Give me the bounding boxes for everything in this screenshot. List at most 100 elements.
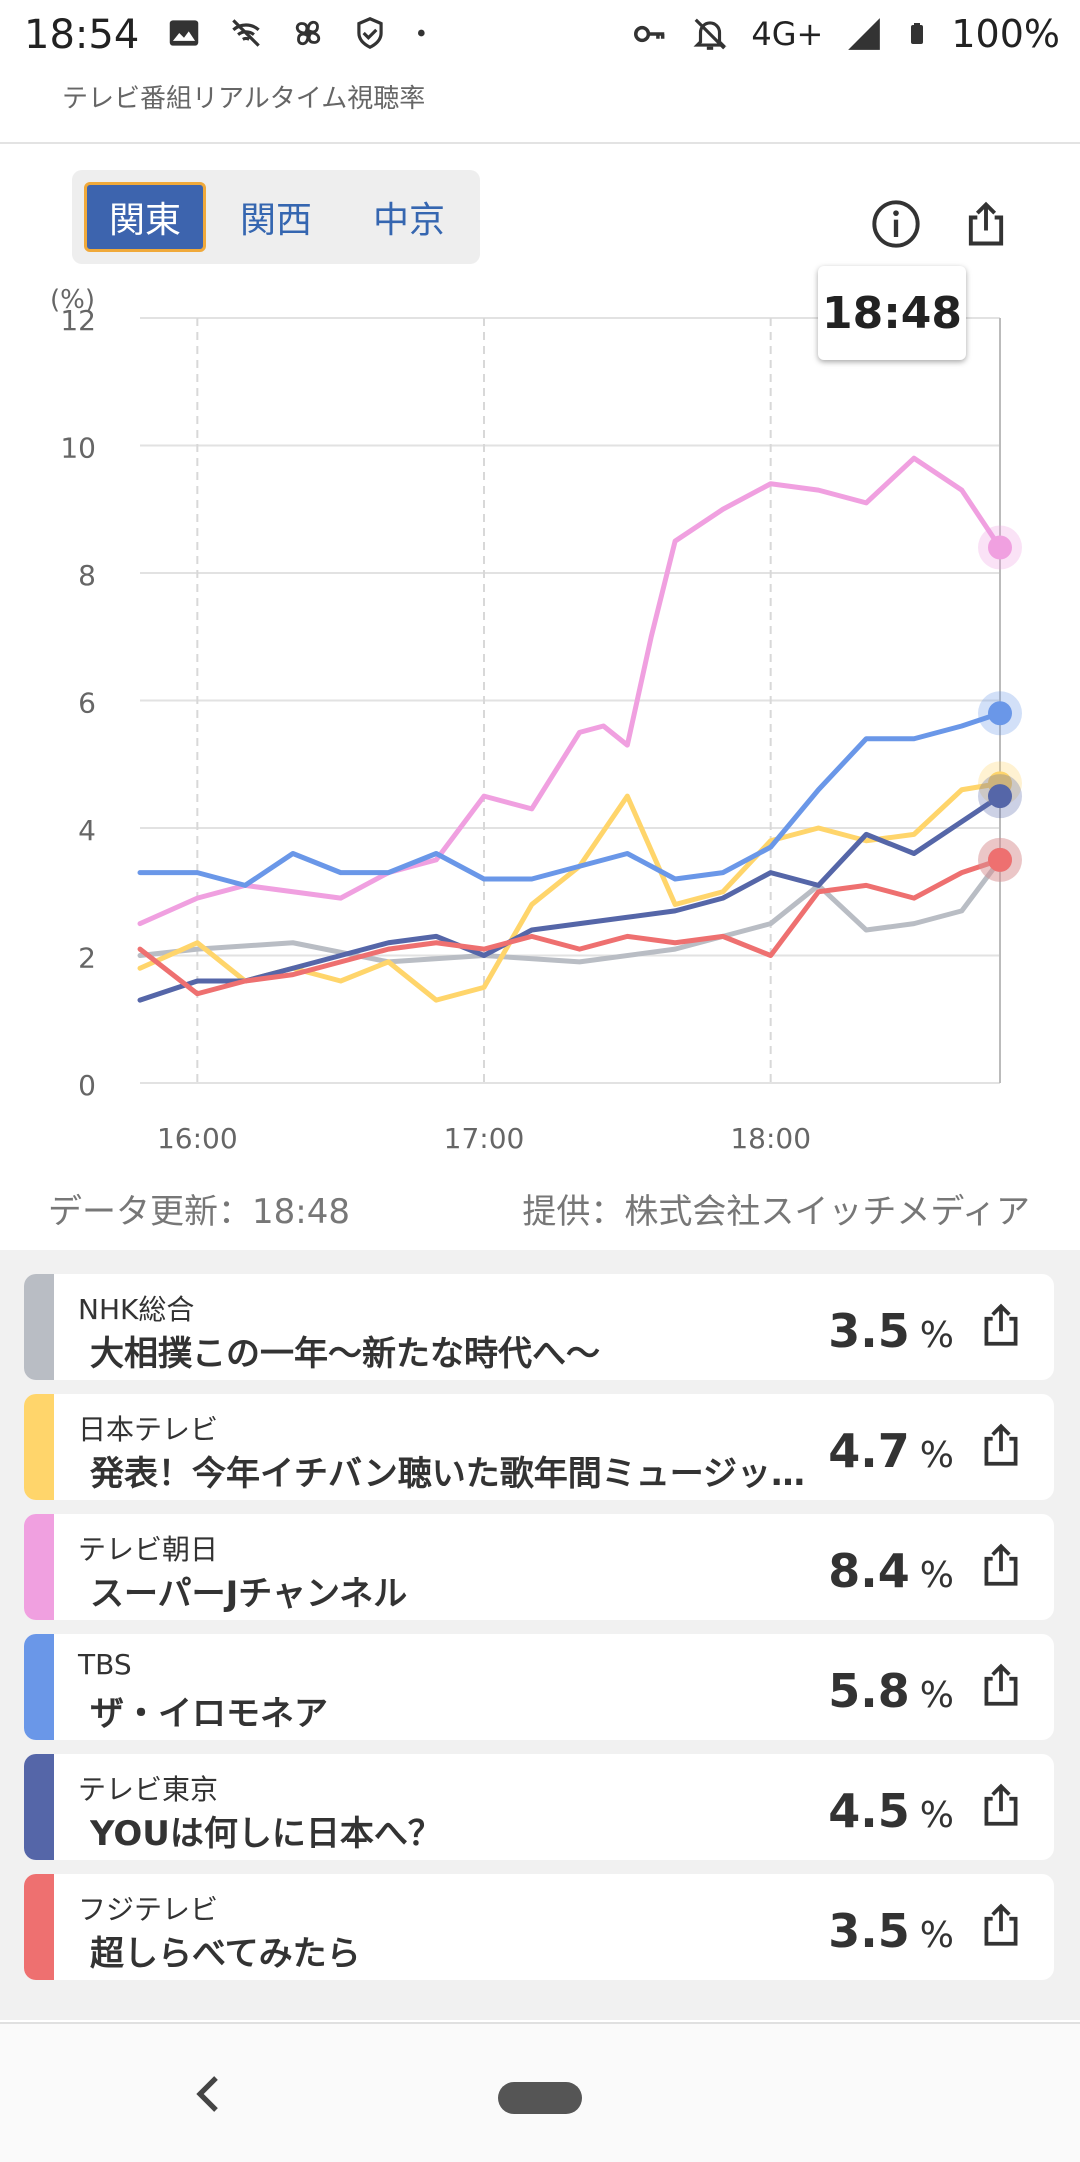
channel-list: NHK総合 大相撲この一年〜新たな時代へ〜 3.5% 日本テレビ 発表！今年イチバン聴い… [0,1250,1080,2020]
wifi-off-icon [232,19,260,47]
rating-chart[interactable]: 0 2 4 6 8 10 12 (%) 16:00 17:00 18:00 [0,270,1080,1170]
back-icon[interactable] [188,2070,228,2118]
share-icon[interactable] [976,1900,1026,1950]
rating-chart-svg: 0 2 4 6 8 10 12(%) 16:00 17:00 18:00 [50,285,1022,1155]
rating-number: 8.4 [828,1544,910,1598]
rating-unit: % [919,1315,954,1356]
series-endpoint [988,535,1012,560]
network-type: 4G+ [751,15,824,53]
rating-unit: % [919,1675,954,1716]
y-tick-label: 2 [78,942,96,975]
series-endpoint [988,701,1012,726]
rating-number: 4.7 [828,1424,910,1478]
program-title: スーパーJチャンネル [90,1574,408,1614]
share-icon[interactable] [976,1420,1026,1470]
status-left-icons [165,14,433,52]
channel-name: テレビ東京 [78,1773,219,1806]
program-title: 大相撲この一年〜新たな時代へ〜 [90,1334,600,1374]
y-tick-label: 4 [78,814,96,847]
series-line [137,857,1003,965]
channel-name: TBS [78,1648,132,1681]
rating-value: 8.4% [828,1544,954,1598]
rating-unit: % [919,1795,954,1836]
channel-color-bar [24,1754,54,1860]
share-icon[interactable] [960,198,1012,250]
program-title: 超しらべてみたら [90,1934,361,1974]
battery-icon [911,23,924,44]
rating-value: 4.7% [828,1424,954,1478]
channel-name: NHK総合 [78,1293,195,1326]
channel-row[interactable]: フジテレビ超しらべてみたら 3.5% [24,1874,1054,1980]
series-line [137,857,1003,997]
rating-value: 3.5% [828,1904,954,1958]
y-axis-label: (%) [50,285,95,315]
channel-color-bar [24,1634,54,1740]
rating-value: 5.8% [828,1664,954,1718]
rating-unit: % [919,1555,954,1596]
series-endpoint [988,784,1012,809]
provider-text: 提供：株式会社スイッチメディア [522,1192,1030,1232]
program-title: YOUは何しに日本へ？ [90,1814,442,1854]
share-icon[interactable] [976,1780,1026,1830]
time-tooltip: 18:48 [818,266,966,360]
region-selector: 関東 関西 中京 [72,170,480,264]
channel-row[interactable]: TBS ザ・イロモネア 5.8% [24,1634,1054,1740]
shield-check-icon [357,17,383,50]
share-icon[interactable] [976,1660,1026,1710]
series-line [137,710,1003,888]
battery-level: 100% [951,12,1060,56]
channel-name: フジテレビ [78,1893,219,1926]
series-line [137,793,1003,1003]
home-pill-icon[interactable] [498,2082,582,2114]
x-tick-label: 17:00 [444,1122,525,1155]
y-tick-label: 10 [60,432,96,465]
y-tick-label: 6 [78,687,96,720]
chart-toolbar [870,198,1012,250]
pinwheel-icon [295,20,321,46]
share-icon[interactable] [976,1540,1026,1590]
program-title: 発表！今年イチバン聴いた歌年間ミュージックアワード [90,1454,830,1494]
status-time: 18:54 [24,12,140,58]
rating-unit: % [919,1435,954,1476]
channel-color-bar [24,1514,54,1620]
rating-value: 4.5% [828,1784,954,1838]
signal-icon [848,18,881,50]
image-icon [169,20,199,46]
rating-number: 3.5 [828,1304,910,1358]
rating-number: 3.5 [828,1904,910,1958]
tab-kanto[interactable]: 関東 [84,182,206,252]
chart-footer: データ更新：18:48 提供：株式会社スイッチメディア [0,1178,1080,1234]
rating-unit: % [919,1915,954,1956]
channel-color-bar [24,1394,54,1500]
app-header: テレビ番組リアルタイム視聴率 [0,72,1080,144]
navigation-bar [0,2022,1080,2162]
channel-row[interactable]: テレビ朝日スーパーJチャンネル 8.4% [24,1514,1054,1620]
tab-chukyo[interactable]: 中京 [372,200,445,241]
series-endpoint [988,847,1012,872]
tab-kansai[interactable]: 関西 [239,200,312,241]
rating-number: 5.8 [828,1664,910,1718]
info-icon[interactable] [870,198,922,250]
page-title: テレビ番組リアルタイム視聴率 [62,84,426,114]
y-tick-label: 0 [78,1069,96,1102]
key-icon [634,25,665,43]
status-right: 4G+ 100% [631,12,1060,56]
x-tick-label: 16:00 [157,1122,238,1155]
channel-name: テレビ朝日 [78,1533,219,1566]
update-time: データ更新：18:48 [48,1192,350,1232]
channel-name: 日本テレビ [78,1413,219,1446]
rating-value: 3.5% [828,1304,954,1358]
share-icon[interactable] [976,1300,1026,1350]
y-tick-label: 8 [78,559,96,592]
mute-bell-icon [693,18,727,50]
series-line [137,780,1003,1003]
channel-row[interactable]: テレビ東京 YOUは何しに日本へ？ 4.5% [24,1754,1054,1860]
channel-color-bar [24,1274,54,1380]
rating-number: 4.5 [828,1784,910,1838]
channel-row[interactable]: NHK総合大相撲この一年〜新たな時代へ〜 3.5% [24,1274,1054,1380]
series-line [137,455,1003,927]
program-title: ザ・イロモネア [90,1694,328,1734]
x-tick-label: 18:00 [730,1122,811,1155]
channel-color-bar [24,1874,54,1980]
